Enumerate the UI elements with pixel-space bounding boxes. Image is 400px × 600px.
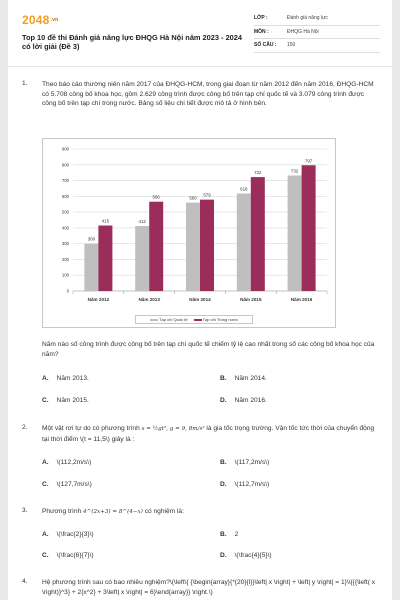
option-b[interactable]: B. Năm 2014. [220, 375, 267, 382]
chart-svg: 0 100 200 300 400 500 600 700 800 900 300 415 Năm 20… [62, 147, 328, 302]
data-label: 618 [240, 186, 248, 191]
formula: 4^(2x+3) = 8^(4−x) [83, 509, 143, 515]
question-number: 1. [22, 80, 28, 87]
bar [135, 225, 150, 291]
question-text: Theo báo cáo thường niên năm 2017 của ĐH… [42, 81, 374, 108]
x-tick-label: Năm 2013 [138, 297, 160, 302]
y-tick-label: 200 [62, 257, 70, 262]
question-2: 2. Một vật rơi tự do có phương trình s =… [22, 424, 380, 446]
header-divider [8, 66, 392, 67]
meta-row-subject: MÔN : ĐHQG Hà Nội [254, 26, 380, 39]
question-text: Hệ phương trình sau có bao nhiêu nghiệm?… [42, 579, 376, 596]
legend-swatch [193, 319, 202, 321]
meta-key: MÔN : [254, 28, 269, 35]
y-tick-label: 0 [67, 289, 70, 294]
meta-key: SỐ CÂU : [254, 42, 277, 49]
site-logo[interactable]: 2048.vn [22, 13, 59, 27]
meta-key: LỚP : [254, 15, 268, 22]
question-number: 2. [22, 424, 28, 431]
meta-value: ĐHQG Hà Nội [287, 28, 319, 35]
option-c[interactable]: C. \(127,7m/s\) [42, 481, 92, 488]
formula: s = ½gt², g = 9, 8m/s² [141, 426, 205, 432]
option-c[interactable]: C. \(\frac{6}{7}\) [42, 552, 94, 559]
question-1-followup: Năm nào số công trình được công bố trên … [22, 340, 380, 362]
legend-item-domestic: Tạp chí Trong nước [193, 317, 238, 322]
bar [250, 177, 265, 291]
bar [301, 165, 316, 291]
y-tick-label: 300 [62, 241, 70, 246]
y-tick-label: 800 [62, 162, 70, 167]
meta-value: Đánh giá năng lực [287, 15, 328, 22]
meta-row-count: SỐ CÂU : 150 [254, 39, 380, 53]
question-text: Một vật rơi tự do có phương trình s = ½g… [42, 425, 375, 443]
bar-chart: 0 100 200 300 400 500 600 700 800 900 300 415 Năm 20… [42, 138, 336, 328]
bar [98, 225, 113, 291]
x-tick-label: Năm 2015 [240, 297, 262, 302]
data-label: 300 [88, 237, 96, 242]
y-tick-label: 700 [62, 178, 70, 183]
data-label: 579 [203, 193, 211, 198]
data-label: 566 [153, 195, 161, 200]
meta-table: LỚP : Đánh giá năng lực MÔN : ĐHQG Hà Nộ… [254, 12, 380, 53]
bar [200, 199, 214, 291]
page-title: Top 10 đề thi Đánh giá năng lực ĐHQG Hà … [22, 33, 243, 52]
question-followup-text: Năm nào số công trình được công bố trên … [42, 341, 375, 358]
option-d[interactable]: D. \(112,7m/s\) [220, 481, 270, 488]
bar [149, 201, 164, 291]
option-d[interactable]: D. \(\frac{4}{5}\) [220, 552, 272, 559]
data-label: 797 [305, 158, 313, 163]
bar [236, 193, 251, 291]
question-number: 3. [22, 507, 28, 514]
y-tick-label: 100 [62, 273, 70, 278]
option-c[interactable]: C. Năm 2015. [42, 397, 89, 404]
x-tick-label: Năm 2012 [88, 297, 110, 302]
option-d[interactable]: D. Năm 2016. [220, 397, 267, 404]
y-tick-label: 600 [62, 194, 70, 199]
data-label: 722 [254, 170, 262, 175]
question-number: 4. [22, 578, 28, 585]
question-3: 3. Phương trình 4^(2x+3) = 8^(4−x) có ng… [22, 507, 380, 519]
y-tick-label: 900 [62, 147, 70, 152]
option-a[interactable]: A. \(112,2m/s\) [42, 459, 92, 466]
meta-row-class: LỚP : Đánh giá năng lực [254, 12, 380, 26]
bar [287, 175, 302, 291]
question-text: Phương trình 4^(2x+3) = 8^(4−x) có nghiệ… [42, 508, 184, 515]
question-4: 4. Hệ phương trình sau có bao nhiêu nghi… [22, 578, 380, 600]
legend-swatch [150, 319, 159, 321]
option-a[interactable]: A. Năm 2013. [42, 375, 89, 382]
option-b[interactable]: B. 2 [220, 531, 239, 538]
header: 2048.vn Top 10 đề thi Đánh giá năng lực … [8, 0, 392, 66]
bar [84, 243, 99, 291]
legend-label: Tạp chí Trong nước [202, 317, 238, 322]
x-tick-label: Năm 2014 [189, 297, 211, 302]
option-b[interactable]: B. \(117,2m/s\) [220, 459, 270, 466]
x-tick-label: Năm 2016 [291, 297, 313, 302]
data-label: 412 [139, 219, 147, 224]
meta-value: 150 [287, 42, 296, 49]
data-label: 415 [102, 219, 110, 224]
bar [186, 202, 200, 291]
legend-item-international: Tạp chí Quốc tế [150, 317, 188, 322]
legend-label: Tạp chí Quốc tế [159, 317, 188, 322]
data-label: 732 [291, 169, 299, 174]
option-a[interactable]: A. \(\frac{2}{3}\) [42, 531, 94, 538]
y-tick-label: 400 [62, 225, 70, 230]
question-1: 1. Theo báo cáo thường niên năm 2017 của… [22, 80, 380, 142]
page: 2048.vn Top 10 đề thi Đánh giá năng lực … [8, 0, 392, 600]
y-tick-label: 500 [62, 210, 70, 215]
data-label: 560 [189, 196, 197, 201]
chart-legend: Tạp chí Quốc tế Tạp chí Trong nước [135, 315, 253, 324]
